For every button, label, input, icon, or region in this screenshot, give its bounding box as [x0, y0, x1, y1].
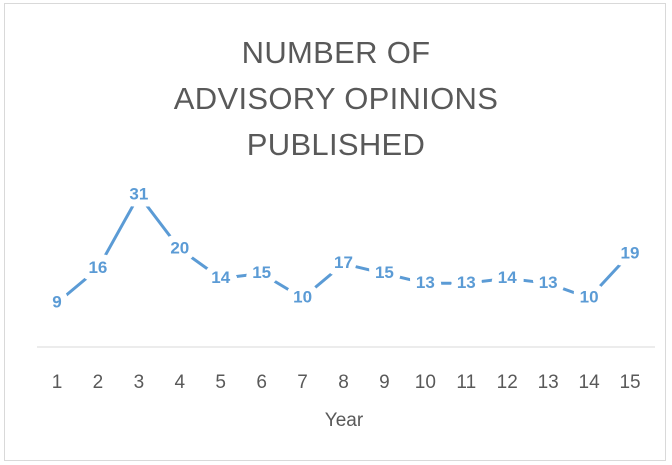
data-label: 17: [334, 253, 353, 272]
x-tick-label: 5: [215, 372, 226, 393]
chart-frame: [4, 3, 666, 461]
x-tick-label: 13: [538, 372, 559, 393]
data-label: 10: [580, 287, 599, 306]
data-label: 16: [88, 258, 107, 277]
x-axis-label: Year: [325, 410, 364, 431]
x-tick-label: 8: [338, 372, 349, 393]
x-tick-label: 4: [175, 372, 186, 393]
x-tick-label: 7: [297, 372, 308, 393]
x-tick-label: 14: [579, 372, 601, 393]
data-label: 14: [498, 268, 517, 287]
x-tick-label: 3: [134, 372, 145, 393]
x-tick-label: 1: [52, 372, 63, 393]
x-tick-label: 15: [619, 372, 640, 393]
data-label: 9: [52, 292, 61, 311]
data-label: 31: [129, 185, 148, 204]
x-tick-label: 10: [415, 372, 436, 393]
data-label: 15: [252, 263, 271, 282]
data-label: 14: [211, 268, 230, 287]
data-label: 15: [375, 263, 394, 282]
data-label: 20: [170, 238, 189, 257]
data-label: 13: [416, 273, 435, 292]
chart-title: NUMBER OF ADVISORY OPINIONS PUBLISHED: [173, 35, 499, 162]
x-tick-label: 9: [379, 372, 390, 393]
x-tick-label: 11: [456, 372, 476, 393]
data-label: 19: [621, 243, 640, 262]
data-label: 13: [457, 273, 476, 292]
x-tick-label: 12: [497, 372, 518, 393]
data-line: [56, 192, 632, 305]
x-tick-label: 6: [256, 372, 267, 393]
data-label: 13: [539, 273, 558, 292]
data-label: 10: [293, 287, 312, 306]
x-tick-label: 2: [93, 372, 104, 393]
